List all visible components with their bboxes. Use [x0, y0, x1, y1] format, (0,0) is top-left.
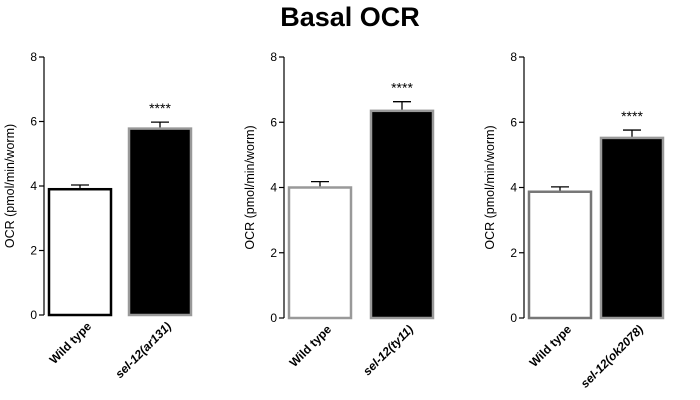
y-tick-label: 4 — [270, 181, 277, 195]
x-category-label: sel-12(ok2078) — [578, 322, 646, 390]
x-category-label: Wild type — [287, 322, 335, 370]
y-tick-label: 8 — [270, 50, 277, 64]
chart-panel-1: 0 2 4 6 8 OCR (pmol/min/worm) Wild type sel-12(… — [3, 50, 193, 381]
y-tick-label: 0 — [510, 311, 517, 325]
chart-panel-3: 0 2 4 6 8 OCR (pmol/min/worm) Wild typesel-12(… — [483, 50, 665, 391]
x-category-label: Wild type — [527, 322, 575, 370]
significance-annotation: **** — [621, 108, 643, 124]
y-tick-label: 4 — [510, 181, 517, 195]
y-tick-label: 8 — [510, 50, 517, 64]
x-category-label: Wild type — [47, 319, 95, 367]
y-axis-label: OCR (pmol/min/worm) — [243, 125, 257, 249]
y-axis-label: OCR (pmol/min/worm) — [483, 125, 497, 249]
y-tick-label: 4 — [30, 179, 37, 193]
x-category-label: sel-12(ar131) — [112, 319, 174, 381]
category-allele: ty11) — [387, 322, 416, 351]
bar — [127, 127, 193, 317]
figure-title: Basal OCR — [280, 2, 420, 32]
y-tick-label: 0 — [30, 308, 37, 322]
y-tick-label: 6 — [270, 115, 277, 129]
bar — [47, 187, 113, 317]
category-allele: ok2078) — [605, 322, 647, 364]
y-tick-label: 6 — [30, 115, 37, 129]
significance-annotation: **** — [149, 100, 171, 116]
bar — [599, 136, 665, 320]
category-allele: ar131) — [139, 319, 174, 354]
y-tick-label: 2 — [510, 246, 517, 260]
significance-annotation: **** — [391, 80, 413, 96]
y-axis-label: OCR (pmol/min/worm) — [3, 124, 17, 248]
chart-panel-2: 0 2 4 6 8 OCR (pmol/min/worm) Wild type sel-12(… — [243, 50, 435, 378]
y-tick-label: 0 — [270, 311, 277, 325]
x-category-label: sel-12(ty11) — [360, 322, 416, 378]
y-tick-label: 2 — [30, 244, 37, 258]
bar — [527, 190, 593, 320]
bar — [369, 109, 435, 320]
y-tick-label: 6 — [510, 115, 517, 129]
y-tick-label: 2 — [270, 246, 277, 260]
y-tick-label: 8 — [30, 50, 37, 64]
bar — [287, 186, 353, 320]
